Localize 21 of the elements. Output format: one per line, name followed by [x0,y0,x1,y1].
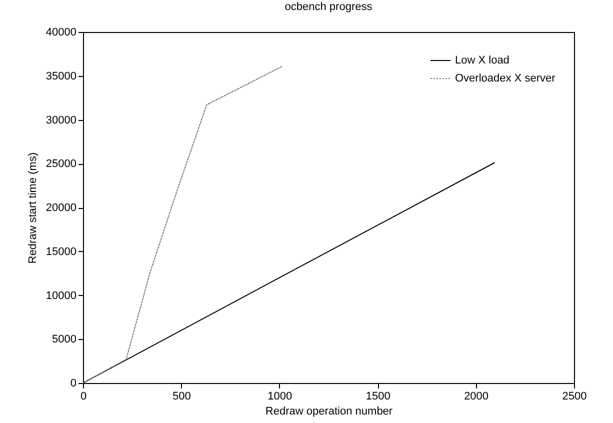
x-tick-label: 2500 [562,390,587,402]
x-tick-label: 1000 [268,390,292,402]
legend-label: Overloadex X server [455,72,556,84]
y-tick-label: 0 [70,378,76,390]
y-tick-label: 10000 [46,290,76,302]
x-tick-label: 500 [172,390,191,402]
x-tick-label: 1500 [366,390,390,402]
y-tick-label: 15000 [46,246,76,258]
x-axis-title: Redraw operation number [265,406,393,418]
x-tick-label: 2000 [464,390,489,402]
y-tick-label: 40000 [46,26,76,38]
line-series [82,66,283,384]
y-axis-title: Redraw start time (ms) [26,152,39,264]
y-tick-label: 30000 [46,114,76,126]
y-tick-label: 5000 [52,334,76,346]
y-tick-label: 20000 [46,202,76,214]
chart-title: ocbench progress [284,1,373,13]
legend-label: Low X load [455,54,510,66]
y-tick-label: 25000 [46,158,76,170]
y-tick-label: 35000 [46,70,76,82]
x-tick-label: 0 [80,390,87,402]
